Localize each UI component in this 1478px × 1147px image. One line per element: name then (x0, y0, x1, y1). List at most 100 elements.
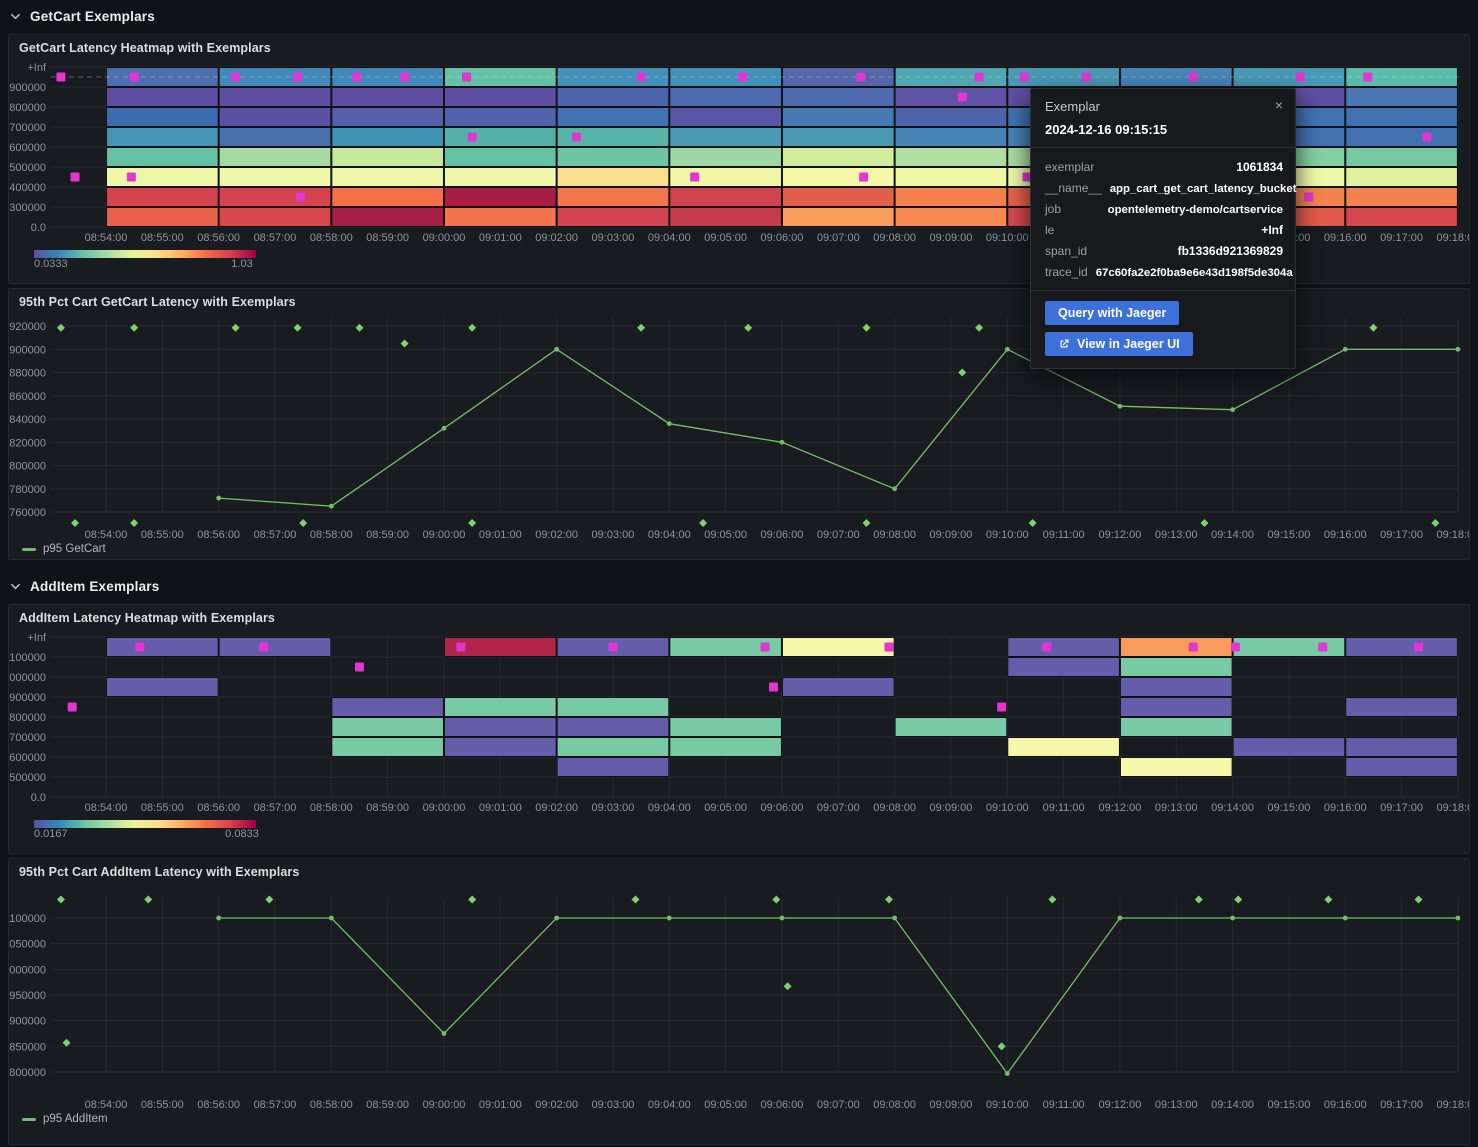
heatmap-cell[interactable] (556, 87, 670, 107)
heatmap-cell[interactable] (218, 187, 332, 207)
exemplar-diamond[interactable] (293, 323, 302, 332)
exemplar-marker[interactable] (997, 702, 1007, 712)
heatmap-cell[interactable] (781, 677, 895, 697)
heatmap-cell[interactable] (781, 127, 895, 147)
exemplar-diamond[interactable] (468, 323, 477, 332)
series-point[interactable] (1342, 346, 1348, 352)
exemplar-diamond[interactable] (231, 323, 240, 332)
exemplar-marker[interactable] (1022, 172, 1032, 182)
heatmap-cell[interactable] (669, 187, 782, 207)
exemplar-marker[interactable] (1295, 72, 1305, 82)
exemplar-marker[interactable] (129, 72, 139, 82)
heatmap-cell[interactable] (669, 737, 782, 757)
heatmap-cell[interactable] (443, 87, 557, 107)
heatmap-cell[interactable] (218, 207, 332, 227)
heatmap-cell[interactable] (781, 167, 895, 187)
exemplar-marker[interactable] (354, 662, 364, 672)
series-point[interactable] (1342, 915, 1348, 921)
heatmap-cell[interactable] (781, 67, 895, 87)
exemplar-diamond[interactable] (400, 339, 409, 348)
exemplar-diamond[interactable] (62, 1038, 71, 1047)
heatmap-cell[interactable] (106, 207, 219, 227)
exemplar-diamond[interactable] (1234, 895, 1243, 904)
exemplar-marker[interactable] (636, 72, 646, 82)
series-point[interactable] (1230, 915, 1235, 921)
series-point[interactable] (328, 503, 334, 509)
heatmap-cell[interactable] (1345, 87, 1458, 107)
heatmap-cell[interactable] (1345, 757, 1458, 777)
heatmap-cell[interactable] (218, 167, 332, 187)
exemplar-diamond[interactable] (699, 519, 708, 528)
series-point[interactable] (666, 421, 672, 427)
exemplar-marker[interactable] (884, 642, 894, 652)
series-point[interactable] (892, 486, 898, 492)
exemplar-marker[interactable] (352, 72, 362, 82)
exemplar-marker[interactable] (1318, 642, 1328, 652)
heatmap-cell[interactable] (1345, 637, 1458, 657)
exemplar-marker[interactable] (608, 642, 618, 652)
series-point[interactable] (666, 915, 672, 921)
heatmap-cell[interactable] (781, 147, 895, 167)
heatmap-cell[interactable] (106, 167, 219, 187)
exemplar-marker[interactable] (1422, 132, 1432, 142)
exemplar-marker[interactable] (1042, 642, 1052, 652)
exemplar-diamond[interactable] (744, 323, 753, 332)
heatmap-cell[interactable] (443, 107, 557, 127)
heatmap-cell[interactable] (556, 67, 670, 87)
heatmap-cell[interactable] (781, 637, 895, 657)
exemplar-diamond[interactable] (997, 1042, 1006, 1051)
heatmap-cell[interactable] (1345, 107, 1458, 127)
heatmap-cell[interactable] (331, 167, 444, 187)
legend-p95-getcart[interactable]: p95 GetCart (22, 543, 106, 555)
series-point[interactable] (441, 1031, 447, 1036)
series-point[interactable] (216, 495, 222, 501)
heatmap-cell[interactable] (106, 677, 219, 697)
exemplar-diamond[interactable] (56, 323, 65, 332)
exemplar-diamond[interactable] (1414, 895, 1423, 904)
heatmap-cell[interactable] (669, 147, 782, 167)
heatmap-cell[interactable] (1007, 737, 1120, 757)
heatmap-cell[interactable] (1345, 187, 1458, 207)
heatmap-cell[interactable] (556, 127, 670, 147)
exemplar-marker[interactable] (456, 642, 466, 652)
heatmap-cell[interactable] (556, 757, 670, 777)
heatmap-cell[interactable] (331, 697, 444, 717)
exemplar-marker[interactable] (135, 642, 145, 652)
exemplar-marker[interactable] (1304, 192, 1314, 202)
exemplar-diamond[interactable] (1048, 895, 1057, 904)
series-point[interactable] (1117, 915, 1123, 921)
series-point[interactable] (554, 346, 560, 352)
exemplar-diamond[interactable] (1324, 895, 1333, 904)
exemplar-marker[interactable] (571, 132, 581, 142)
exemplar-diamond[interactable] (468, 895, 477, 904)
heatmap-cell[interactable] (781, 87, 895, 107)
exemplar-marker[interactable] (259, 642, 269, 652)
exemplar-diamond[interactable] (299, 519, 308, 528)
series-point[interactable] (1004, 1071, 1010, 1076)
exemplar-diamond[interactable] (1200, 519, 1209, 528)
heatmap-cell[interactable] (556, 697, 670, 717)
close-icon[interactable]: × (1274, 97, 1283, 113)
exemplar-diamond[interactable] (862, 519, 871, 528)
heatmap-cell[interactable] (556, 187, 670, 207)
heatmap-cell[interactable] (669, 207, 782, 227)
heatmap-cell[interactable] (669, 67, 782, 87)
heatmap-cell[interactable] (1119, 697, 1233, 717)
series-point[interactable] (1117, 403, 1123, 409)
view-in-jaeger-button[interactable]: View in Jaeger UI (1045, 332, 1193, 356)
heatmap-cell[interactable] (1345, 127, 1458, 147)
heatmap-cell[interactable] (106, 107, 219, 127)
exemplar-diamond[interactable] (783, 982, 792, 991)
exemplar-marker[interactable] (859, 172, 869, 182)
exemplar-diamond[interactable] (355, 323, 364, 332)
heatmap-cell[interactable] (443, 717, 557, 737)
heatmap-cell[interactable] (669, 717, 782, 737)
exemplar-diamond[interactable] (631, 895, 640, 904)
heatmap-cell[interactable] (443, 67, 557, 87)
exemplar-diamond[interactable] (1431, 519, 1440, 528)
heatmap-cell[interactable] (781, 107, 895, 127)
heatmap-cell[interactable] (669, 167, 782, 187)
heatmap-cell[interactable] (556, 167, 670, 187)
heatmap-cell[interactable] (331, 67, 444, 87)
heatmap-cell[interactable] (1345, 147, 1458, 167)
